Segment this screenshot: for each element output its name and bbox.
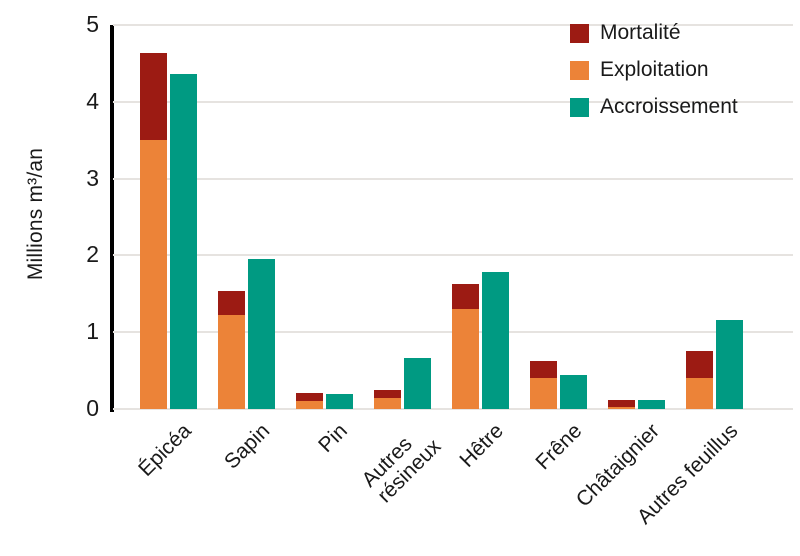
legend-label-accroissement: Accroissement [600, 95, 738, 118]
gridline-3 [113, 177, 793, 180]
gridline-4 [113, 100, 793, 103]
bar-exploitation-6 [608, 407, 635, 409]
gridline-2 [113, 254, 793, 257]
y-tick-label-2: 2 [86, 241, 99, 268]
x-axis-label-1: Sapin [219, 419, 275, 474]
bar-accroissement-3 [404, 358, 431, 409]
x-axis-label-0: Épicéa [134, 419, 197, 481]
bar-exploitation-0 [140, 140, 167, 409]
y-tick-label-4: 4 [86, 87, 99, 114]
bar-exploitation-7 [686, 378, 713, 409]
legend-item-accroissement: Accroissement [570, 93, 738, 121]
bar-accroissement-5 [560, 375, 587, 409]
legend-swatch-mortalite [570, 23, 589, 43]
gridline-5 [113, 24, 793, 26]
y-tick-label-3: 3 [86, 164, 99, 191]
bar-mortalite-2 [296, 392, 323, 401]
bar-mortalite-7 [686, 350, 713, 379]
x-axis-label-3: Autres résineux [357, 432, 446, 508]
bar-accroissement-1 [248, 259, 275, 409]
bar-mortalite-4 [452, 283, 479, 310]
bar-exploitation-2 [296, 400, 323, 409]
bar-exploitation-3 [374, 398, 401, 409]
y-axis-line [110, 25, 114, 412]
legend: Mortalité Exploitation Accroissement [570, 19, 738, 121]
bar-accroissement-7 [716, 319, 743, 409]
legend-label-exploitation: Exploitation [600, 58, 709, 81]
bar-accroissement-2 [326, 394, 353, 409]
y-tick-label-0: 0 [86, 395, 99, 421]
bar-mortalite-6 [608, 399, 635, 408]
bar-exploitation-1 [218, 315, 245, 409]
bar-mortalite-0 [140, 52, 167, 141]
bar-exploitation-4 [452, 309, 479, 409]
bar-mortalite-5 [530, 360, 557, 378]
bar-accroissement-6 [638, 399, 665, 409]
legend-label-mortalite: Mortalité [600, 21, 681, 44]
legend-item-mortalite: Mortalité [570, 19, 738, 47]
y-tick-label-5: 5 [86, 11, 99, 37]
legend-item-exploitation: Exploitation [570, 56, 738, 84]
legend-swatch-exploitation [570, 60, 589, 80]
x-axis-label-5: Frêne [531, 419, 587, 475]
bar-accroissement-0 [170, 74, 197, 409]
bar-mortalite-1 [218, 291, 245, 316]
bar-mortalite-3 [374, 389, 401, 399]
gridline-0 [113, 408, 793, 410]
x-axis-label-2: Pin [314, 419, 353, 458]
bar-accroissement-4 [482, 271, 509, 409]
x-axis-label-4: Hêtre [455, 419, 509, 472]
legend-swatch-accroissement [570, 97, 589, 117]
y-tick-label-1: 1 [86, 318, 99, 345]
bar-exploitation-5 [530, 377, 557, 409]
